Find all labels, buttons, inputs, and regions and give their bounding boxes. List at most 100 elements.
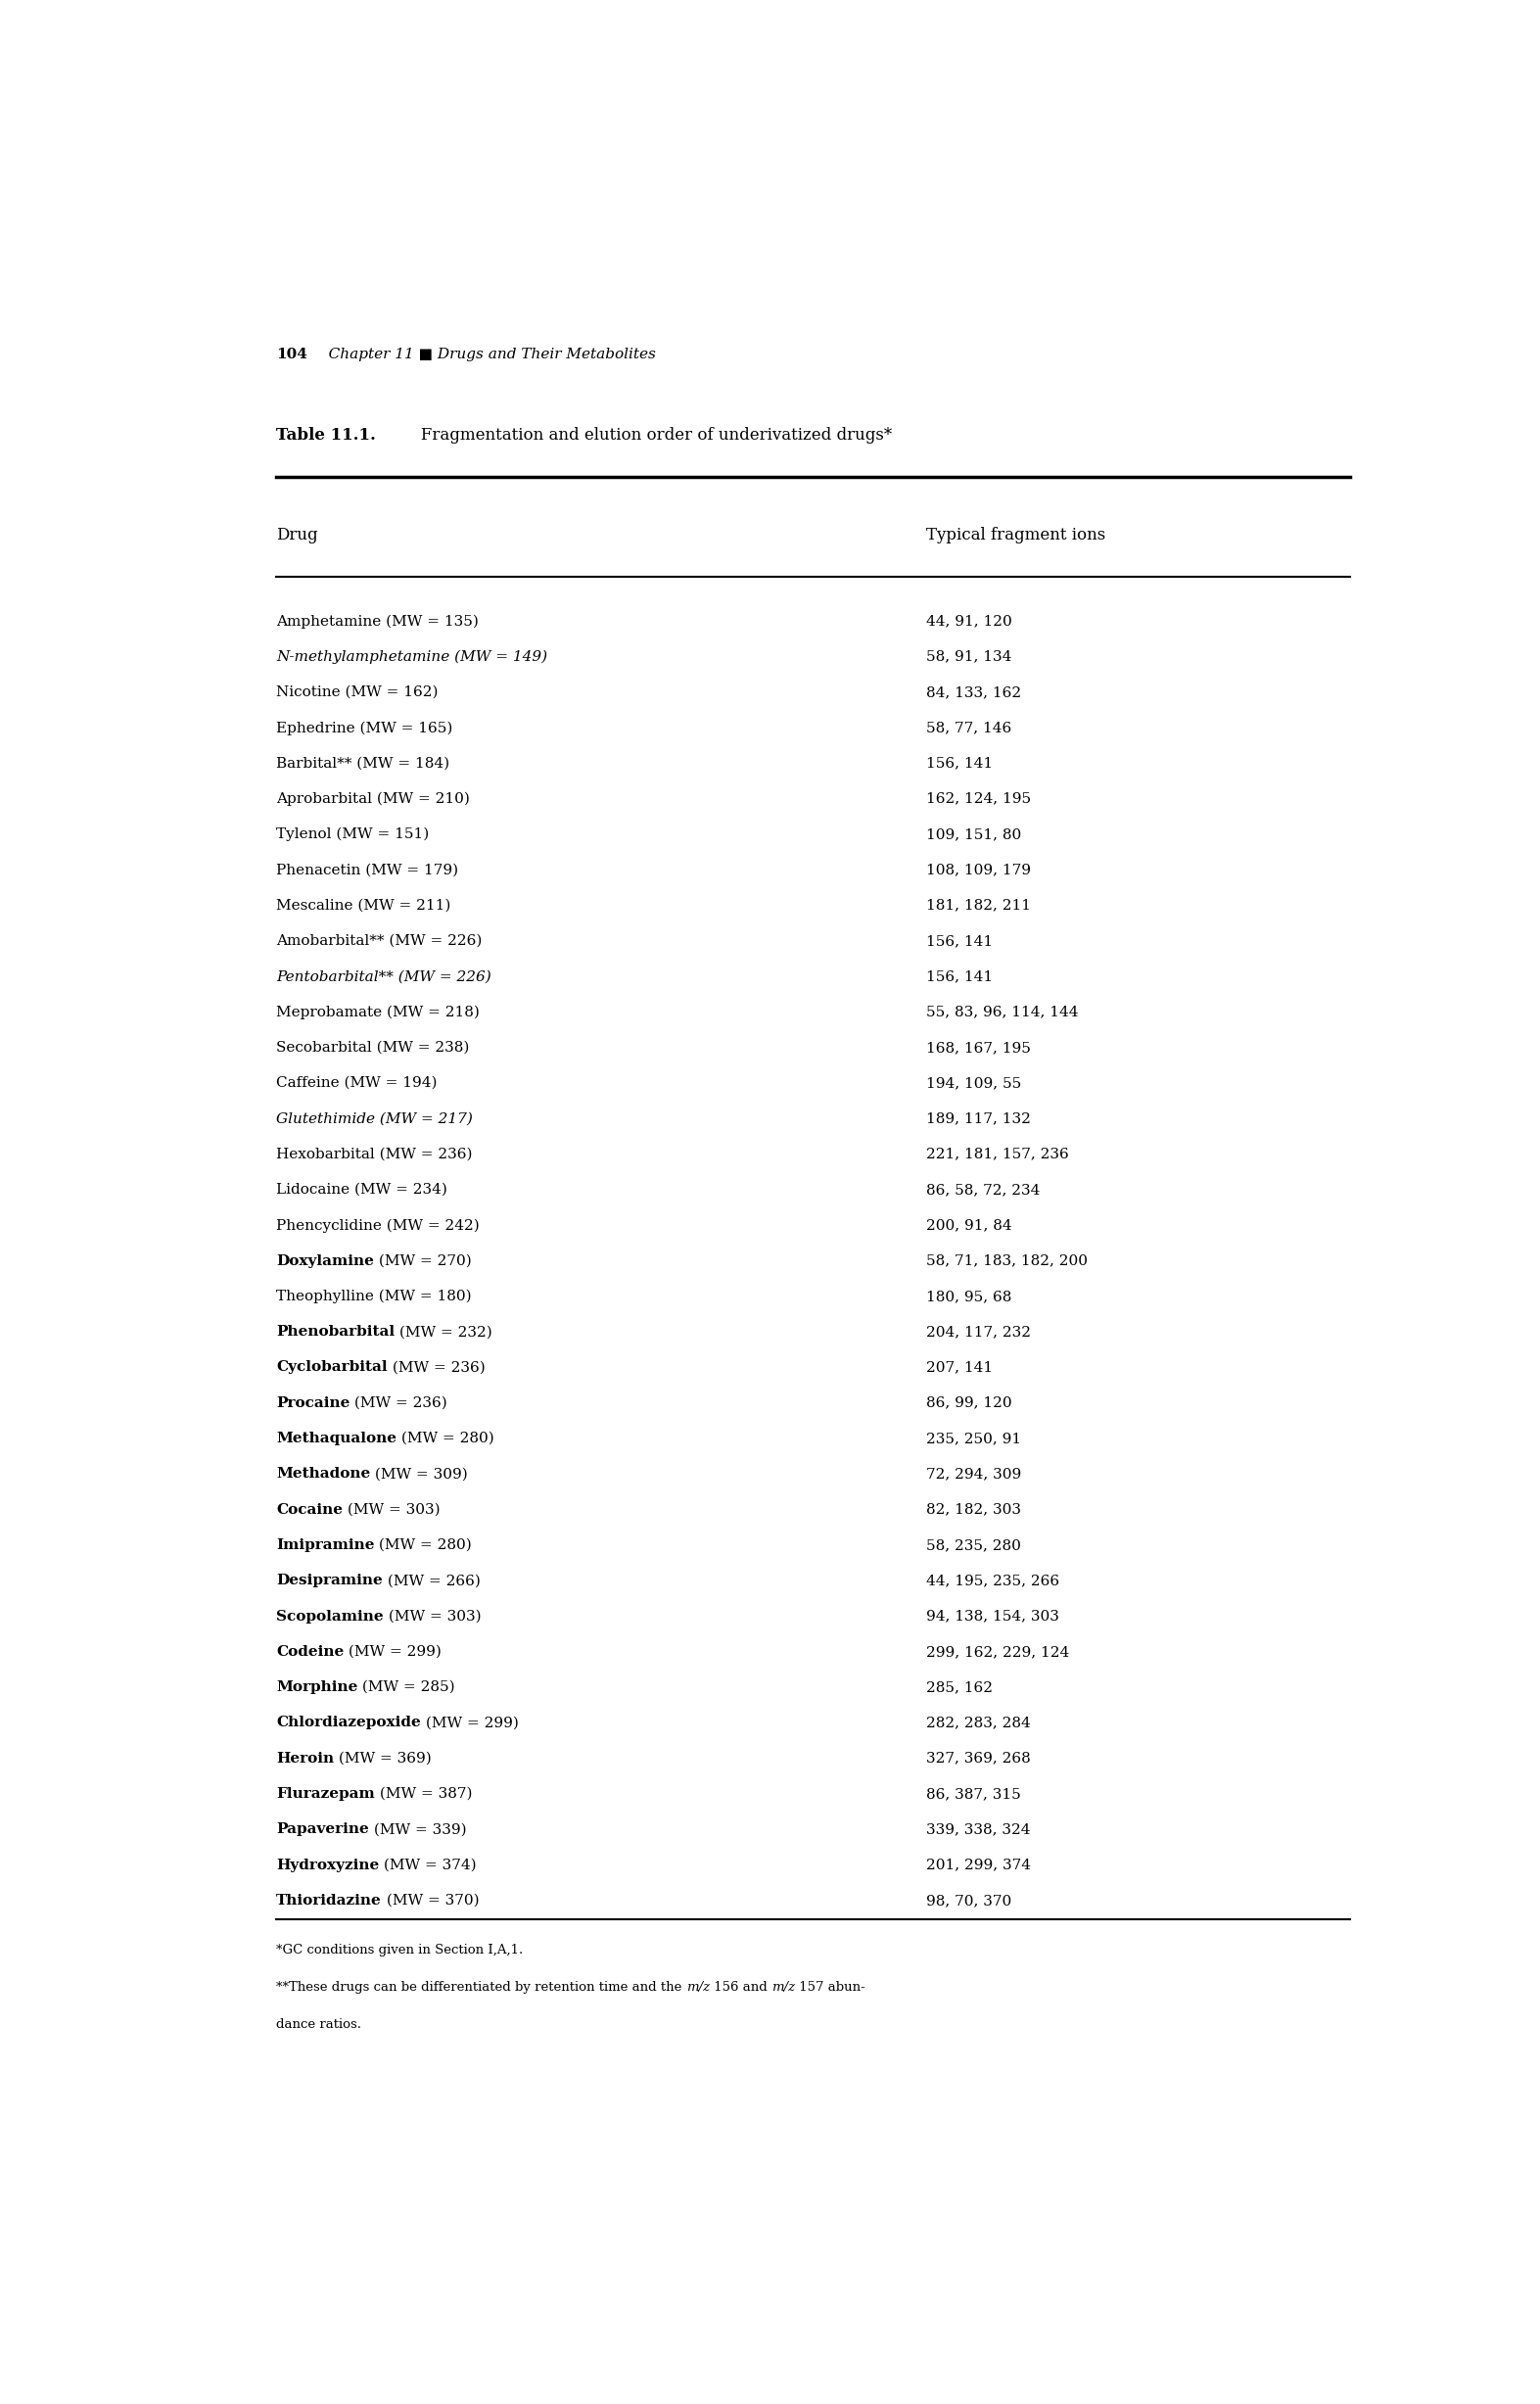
- Text: Typical fragment ions: Typical fragment ions: [927, 526, 1106, 543]
- Text: dance ratios.: dance ratios.: [276, 2017, 362, 2031]
- Text: Tylenol (MW = 151): Tylenol (MW = 151): [276, 827, 430, 841]
- Text: Theophylline (MW = 180): Theophylline (MW = 180): [276, 1289, 471, 1303]
- Text: Ephedrine (MW = 165): Ephedrine (MW = 165): [276, 721, 453, 736]
- Text: 204, 117, 232: 204, 117, 232: [927, 1325, 1032, 1339]
- Text: 201, 299, 374: 201, 299, 374: [927, 1858, 1032, 1873]
- Text: Barbital** (MW = 184): Barbital** (MW = 184): [276, 757, 450, 769]
- Text: 194, 109, 55: 194, 109, 55: [927, 1077, 1021, 1089]
- Text: *GC conditions given in Section I,A,1.: *GC conditions given in Section I,A,1.: [276, 1945, 524, 1957]
- Text: 200, 91, 84: 200, 91, 84: [927, 1219, 1012, 1233]
- Text: (MW = 236): (MW = 236): [387, 1361, 485, 1375]
- Text: 327, 369, 268: 327, 369, 268: [927, 1753, 1030, 1765]
- Text: m/z: m/z: [772, 1981, 795, 1993]
- Text: Fragmentation and elution order of underivatized drugs*: Fragmentation and elution order of under…: [405, 428, 892, 445]
- Text: Chapter 11 ■ Drugs and Their Metabolites: Chapter 11 ■ Drugs and Their Metabolites: [314, 349, 656, 361]
- Text: Nicotine (MW = 162): Nicotine (MW = 162): [276, 685, 437, 700]
- Text: 44, 91, 120: 44, 91, 120: [927, 615, 1012, 627]
- Text: 162, 124, 195: 162, 124, 195: [927, 791, 1032, 805]
- Text: Scopolamine: Scopolamine: [276, 1608, 383, 1623]
- Text: 86, 387, 315: 86, 387, 315: [927, 1786, 1021, 1801]
- Text: (MW = 236): (MW = 236): [350, 1397, 448, 1409]
- Text: 180, 95, 68: 180, 95, 68: [927, 1289, 1012, 1303]
- Text: 299, 162, 229, 124: 299, 162, 229, 124: [927, 1644, 1070, 1659]
- Text: 58, 91, 134: 58, 91, 134: [927, 649, 1012, 664]
- Text: Caffeine (MW = 194): Caffeine (MW = 194): [276, 1077, 437, 1089]
- Text: Glutethimide (MW = 217): Glutethimide (MW = 217): [276, 1111, 473, 1125]
- Text: Lidocaine (MW = 234): Lidocaine (MW = 234): [276, 1183, 447, 1197]
- Text: Hydroxyzine: Hydroxyzine: [276, 1858, 379, 1873]
- Text: Papaverine: Papaverine: [276, 1822, 368, 1837]
- Text: (MW = 303): (MW = 303): [383, 1608, 480, 1623]
- Text: Cocaine: Cocaine: [276, 1502, 342, 1517]
- Text: 189, 117, 132: 189, 117, 132: [927, 1111, 1032, 1125]
- Text: 181, 182, 211: 181, 182, 211: [927, 899, 1032, 911]
- Text: 82, 182, 303: 82, 182, 303: [927, 1502, 1021, 1517]
- Text: 86, 58, 72, 234: 86, 58, 72, 234: [927, 1183, 1041, 1197]
- Text: 58, 71, 183, 182, 200: 58, 71, 183, 182, 200: [927, 1255, 1089, 1267]
- Text: (MW = 266): (MW = 266): [382, 1575, 480, 1587]
- Text: Amphetamine (MW = 135): Amphetamine (MW = 135): [276, 615, 479, 627]
- Text: 235, 250, 91: 235, 250, 91: [927, 1433, 1021, 1445]
- Text: 94, 138, 154, 303: 94, 138, 154, 303: [927, 1608, 1060, 1623]
- Text: (MW = 232): (MW = 232): [394, 1325, 493, 1339]
- Text: Meprobamate (MW = 218): Meprobamate (MW = 218): [276, 1005, 479, 1019]
- Text: Phenobarbital: Phenobarbital: [276, 1325, 394, 1339]
- Text: Methadone: Methadone: [276, 1466, 370, 1481]
- Text: (MW = 299): (MW = 299): [343, 1644, 442, 1659]
- Text: Chlordiazepoxide: Chlordiazepoxide: [276, 1716, 420, 1731]
- Text: (MW = 303): (MW = 303): [342, 1502, 440, 1517]
- Text: 72, 294, 309: 72, 294, 309: [927, 1466, 1021, 1481]
- Text: Phenacetin (MW = 179): Phenacetin (MW = 179): [276, 863, 459, 877]
- Text: (MW = 309): (MW = 309): [370, 1466, 468, 1481]
- Text: Cyclobarbital: Cyclobarbital: [276, 1361, 387, 1375]
- Text: (MW = 387): (MW = 387): [374, 1786, 473, 1801]
- Text: Amobarbital** (MW = 226): Amobarbital** (MW = 226): [276, 935, 482, 947]
- Text: m/z: m/z: [685, 1981, 710, 1993]
- Text: (MW = 369): (MW = 369): [334, 1753, 431, 1765]
- Text: 109, 151, 80: 109, 151, 80: [927, 827, 1021, 841]
- Text: Secobarbital (MW = 238): Secobarbital (MW = 238): [276, 1041, 470, 1055]
- Text: 84, 133, 162: 84, 133, 162: [927, 685, 1021, 700]
- Text: (MW = 374): (MW = 374): [379, 1858, 476, 1873]
- Text: 156, 141: 156, 141: [927, 969, 993, 983]
- Text: 282, 283, 284: 282, 283, 284: [927, 1716, 1030, 1731]
- Text: (MW = 299): (MW = 299): [420, 1716, 519, 1731]
- Text: Mescaline (MW = 211): Mescaline (MW = 211): [276, 899, 451, 911]
- Text: Methaqualone: Methaqualone: [276, 1433, 396, 1445]
- Text: (MW = 339): (MW = 339): [368, 1822, 467, 1837]
- Text: (MW = 370): (MW = 370): [382, 1894, 479, 1906]
- Text: 104: 104: [276, 349, 308, 361]
- Text: (MW = 280): (MW = 280): [396, 1433, 494, 1445]
- Text: 58, 235, 280: 58, 235, 280: [927, 1539, 1021, 1553]
- Text: 58, 77, 146: 58, 77, 146: [927, 721, 1012, 736]
- Text: Table 11.1.: Table 11.1.: [276, 428, 376, 445]
- Text: Hexobarbital (MW = 236): Hexobarbital (MW = 236): [276, 1147, 473, 1161]
- Text: Heroin: Heroin: [276, 1753, 334, 1765]
- Text: 156, 141: 156, 141: [927, 757, 993, 769]
- Text: Codeine: Codeine: [276, 1644, 343, 1659]
- Text: 44, 195, 235, 266: 44, 195, 235, 266: [927, 1575, 1060, 1587]
- Text: Aprobarbital (MW = 210): Aprobarbital (MW = 210): [276, 791, 470, 805]
- Text: Procaine: Procaine: [276, 1397, 350, 1409]
- Text: Doxylamine: Doxylamine: [276, 1255, 374, 1267]
- Text: 86, 99, 120: 86, 99, 120: [927, 1397, 1012, 1409]
- Text: Phencyclidine (MW = 242): Phencyclidine (MW = 242): [276, 1219, 479, 1233]
- Text: **These drugs can be differentiated by retention time and the: **These drugs can be differentiated by r…: [276, 1981, 685, 1993]
- Text: Morphine: Morphine: [276, 1680, 357, 1695]
- Text: 221, 181, 157, 236: 221, 181, 157, 236: [927, 1147, 1069, 1161]
- Text: Drug: Drug: [276, 526, 317, 543]
- Text: (MW = 270): (MW = 270): [374, 1255, 471, 1267]
- Text: Thioridazine: Thioridazine: [276, 1894, 382, 1906]
- Text: (MW = 280): (MW = 280): [374, 1539, 473, 1553]
- Text: N-methylamphetamine (MW = 149): N-methylamphetamine (MW = 149): [276, 649, 547, 664]
- Text: 98, 70, 370: 98, 70, 370: [927, 1894, 1012, 1906]
- Text: 285, 162: 285, 162: [927, 1680, 993, 1695]
- Text: 157 abun-: 157 abun-: [795, 1981, 865, 1993]
- Text: 156, 141: 156, 141: [927, 935, 993, 947]
- Text: Imipramine: Imipramine: [276, 1539, 374, 1553]
- Text: 55, 83, 96, 114, 144: 55, 83, 96, 114, 144: [927, 1005, 1078, 1019]
- Text: Desipramine: Desipramine: [276, 1575, 382, 1587]
- Text: 339, 338, 324: 339, 338, 324: [927, 1822, 1030, 1837]
- Text: 207, 141: 207, 141: [927, 1361, 993, 1375]
- Text: Pentobarbital** (MW = 226): Pentobarbital** (MW = 226): [276, 969, 491, 983]
